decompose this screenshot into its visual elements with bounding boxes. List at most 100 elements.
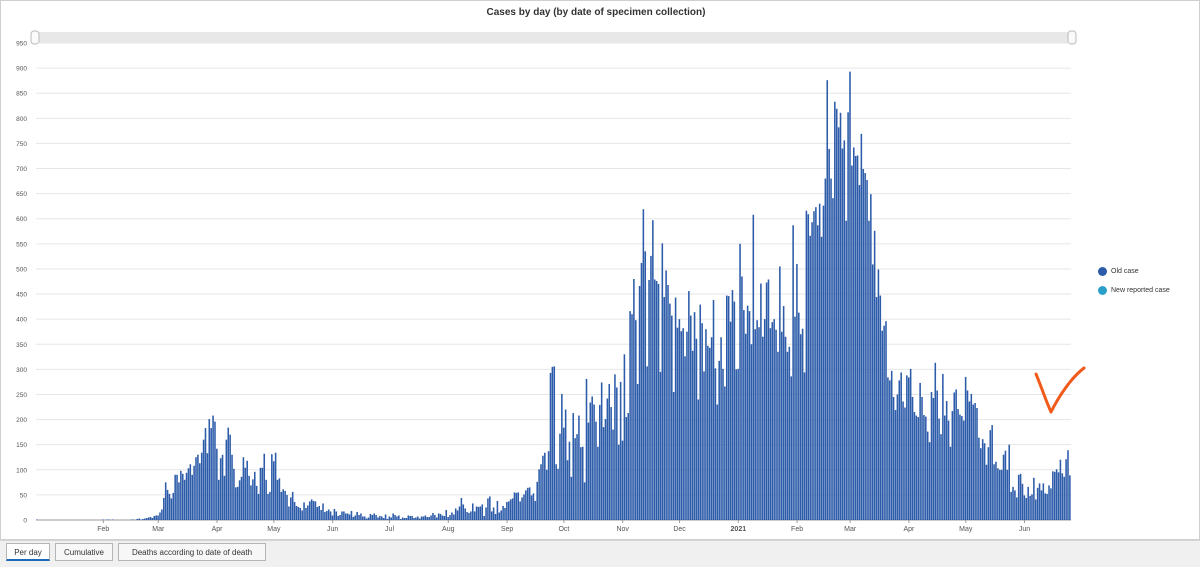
x-tick-label: Jun — [327, 526, 338, 533]
bar-old-case — [145, 517, 148, 520]
bar-old-case — [282, 489, 284, 520]
bar-old-case — [974, 403, 976, 520]
bar-old-case — [381, 516, 383, 520]
bar-old-case — [555, 464, 557, 520]
bar-old-case — [839, 112, 842, 520]
bar-old-case — [490, 511, 493, 520]
range-slider-right-handle — [1067, 30, 1077, 45]
bar-old-case — [263, 453, 266, 520]
bar-old-case — [214, 421, 216, 520]
bar-old-case — [1061, 473, 1064, 520]
bar-old-case — [815, 207, 817, 520]
bar-old-case — [481, 504, 484, 520]
bar-old-case — [617, 444, 620, 520]
bar-old-case — [985, 464, 988, 520]
bar-old-case — [212, 415, 214, 520]
bar-old-case — [779, 266, 781, 520]
tab-deaths-by-date[interactable]: Deaths according to date of death — [118, 543, 266, 561]
bar-old-case — [365, 518, 368, 520]
x-tick-label: May — [267, 526, 281, 533]
bar-old-case — [659, 371, 662, 520]
bar-old-case — [991, 425, 993, 520]
bar-old-case — [705, 329, 707, 520]
bar-old-case — [284, 490, 286, 520]
bar-old-case — [189, 464, 192, 520]
bar-old-case — [892, 396, 895, 520]
bar-old-case — [547, 451, 550, 520]
chart-panel: Cases by day (by date of specimen collec… — [0, 0, 1200, 540]
bar-old-case — [293, 501, 296, 520]
bar-old-case — [1052, 471, 1054, 520]
bar-old-case — [862, 169, 865, 520]
legend-item-new-reported-case[interactable]: New reported case — [1098, 286, 1170, 295]
bar-old-case — [962, 420, 965, 520]
bar-old-case — [600, 382, 603, 520]
bar-old-case — [379, 515, 381, 520]
bar-old-case — [726, 295, 728, 520]
bar-old-case — [559, 433, 561, 520]
range-slider-track — [33, 32, 1074, 43]
bar-old-case — [299, 507, 302, 520]
bar-old-case — [210, 428, 212, 520]
bar-old-case — [371, 514, 374, 520]
bar-old-case — [519, 501, 521, 520]
bar-old-case — [756, 320, 758, 520]
bar-old-case — [225, 439, 228, 520]
bar-old-case — [923, 415, 925, 520]
bar-old-case — [915, 415, 918, 520]
bar-old-case — [830, 178, 832, 520]
bar-old-case — [513, 492, 516, 520]
bar-old-case — [415, 517, 417, 520]
bar-old-case — [233, 468, 235, 520]
bar-old-case — [980, 448, 982, 520]
bar-old-case — [570, 476, 573, 520]
bar-old-case — [610, 407, 612, 520]
bar-old-case — [866, 180, 868, 520]
bar-old-case — [108, 519, 110, 520]
bar-old-case — [454, 508, 457, 520]
legend-item-old-case[interactable]: Old case — [1098, 267, 1139, 276]
bar-old-case — [576, 434, 578, 520]
legend-swatch-new-reported-case — [1098, 286, 1107, 295]
bar-old-case — [648, 279, 650, 520]
bar-old-case — [362, 516, 364, 520]
bar-old-case — [805, 210, 808, 520]
bar-old-case — [551, 366, 554, 520]
bar-old-case — [834, 101, 836, 521]
bar-old-case — [1034, 499, 1037, 520]
bar-old-case — [170, 498, 173, 520]
bar-old-case — [316, 506, 319, 520]
bar-old-case — [904, 407, 906, 520]
bar-old-case — [439, 513, 442, 520]
tab-per-day[interactable]: Per day — [6, 543, 50, 561]
tab-cumulative[interactable]: Cumulative — [55, 543, 113, 561]
bar-old-case — [957, 409, 959, 520]
bar-old-case — [790, 376, 793, 520]
bar-old-case — [727, 296, 730, 520]
bar-old-case — [377, 517, 379, 520]
bar-old-case — [676, 327, 679, 520]
legend-swatch-old-case — [1098, 267, 1107, 276]
bar-old-case — [178, 482, 180, 520]
bar-old-case — [712, 300, 715, 520]
bar-old-case — [274, 452, 277, 520]
bar-old-case — [851, 165, 853, 521]
bar-old-case — [938, 418, 940, 520]
bar-old-case — [536, 481, 538, 520]
bar-old-case — [894, 410, 897, 520]
bar-old-case — [498, 512, 501, 520]
bar-old-case — [470, 511, 472, 520]
bar-old-case — [631, 314, 633, 520]
bar-old-case — [272, 461, 275, 520]
bar-old-case — [708, 347, 711, 520]
bar-old-case — [932, 397, 935, 520]
bar-old-case — [978, 437, 980, 520]
tab-bar: Per day Cumulative Deaths according to d… — [0, 540, 1200, 567]
bar-old-case — [816, 225, 819, 520]
bar-old-case — [280, 491, 283, 520]
y-tick-label: 850 — [16, 91, 27, 98]
bar-old-case — [818, 203, 821, 520]
bar-old-case — [240, 476, 243, 520]
bar-old-case — [684, 356, 686, 520]
x-tick-label: 2021 — [731, 526, 747, 533]
